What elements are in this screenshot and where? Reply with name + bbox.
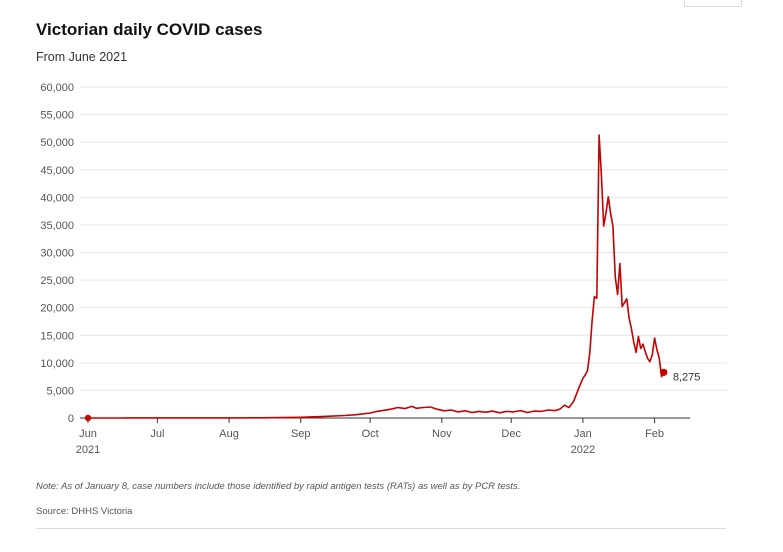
chart-source: Source: DHHS Victoria (36, 506, 133, 517)
annotations: 8,275 (84, 368, 701, 422)
y-tick-label: 55,000 (40, 110, 74, 122)
series-lines (88, 134, 665, 419)
x-tick-label: Nov (432, 428, 452, 440)
x-tick-label: Jul (150, 428, 164, 440)
y-tick-label: 35,000 (40, 220, 74, 232)
x-tick-sublabel: 2021 (76, 444, 100, 456)
y-tick-label: 50,000 (40, 137, 74, 149)
series-line (88, 134, 665, 419)
x-tick-sublabel: 2022 (571, 444, 595, 456)
y-tick-label: 20,000 (40, 303, 74, 315)
y-tick-label: 45,000 (40, 165, 74, 177)
y-tick-label: 40,000 (40, 192, 74, 204)
y-tick-label: 30,000 (40, 248, 74, 260)
chart-note: Note: As of January 8, case numbers incl… (36, 481, 521, 492)
share-button[interactable] (684, 0, 742, 7)
y-tick-label: 25,000 (40, 275, 74, 287)
y-tick-label: 0 (68, 413, 74, 425)
y-tick-label: 60,000 (40, 82, 74, 94)
x-tick-label: Feb (645, 428, 664, 440)
chart-subtitle: From June 2021 (36, 50, 128, 64)
y-tick-label: 10,000 (40, 358, 74, 370)
x-tick-label: Oct (362, 428, 379, 440)
y-axis: 0 5,000 10,000 15,000 20,000 25,000 30,000 35,0… (40, 82, 74, 425)
x-tick-label: Aug (219, 428, 239, 440)
end-marker (660, 368, 668, 376)
end-value-label: 8,275 (673, 371, 701, 383)
x-tick-label: Jun (79, 428, 97, 440)
x-tick-label: Jan (574, 428, 592, 440)
y-tick-label: 15,000 (40, 330, 74, 342)
x-axis: Jun 2021 Jul Aug Sep Oct Nov Dec Jan 2022 Feb (76, 417, 690, 456)
chart-title: Victorian daily COVID cases (36, 20, 263, 39)
start-marker (84, 414, 92, 422)
x-tick-label: Dec (501, 428, 521, 440)
grid-lines (80, 86, 727, 391)
divider (36, 528, 726, 529)
x-tick-label: Sep (291, 428, 311, 440)
y-tick-label: 5,000 (46, 385, 74, 397)
